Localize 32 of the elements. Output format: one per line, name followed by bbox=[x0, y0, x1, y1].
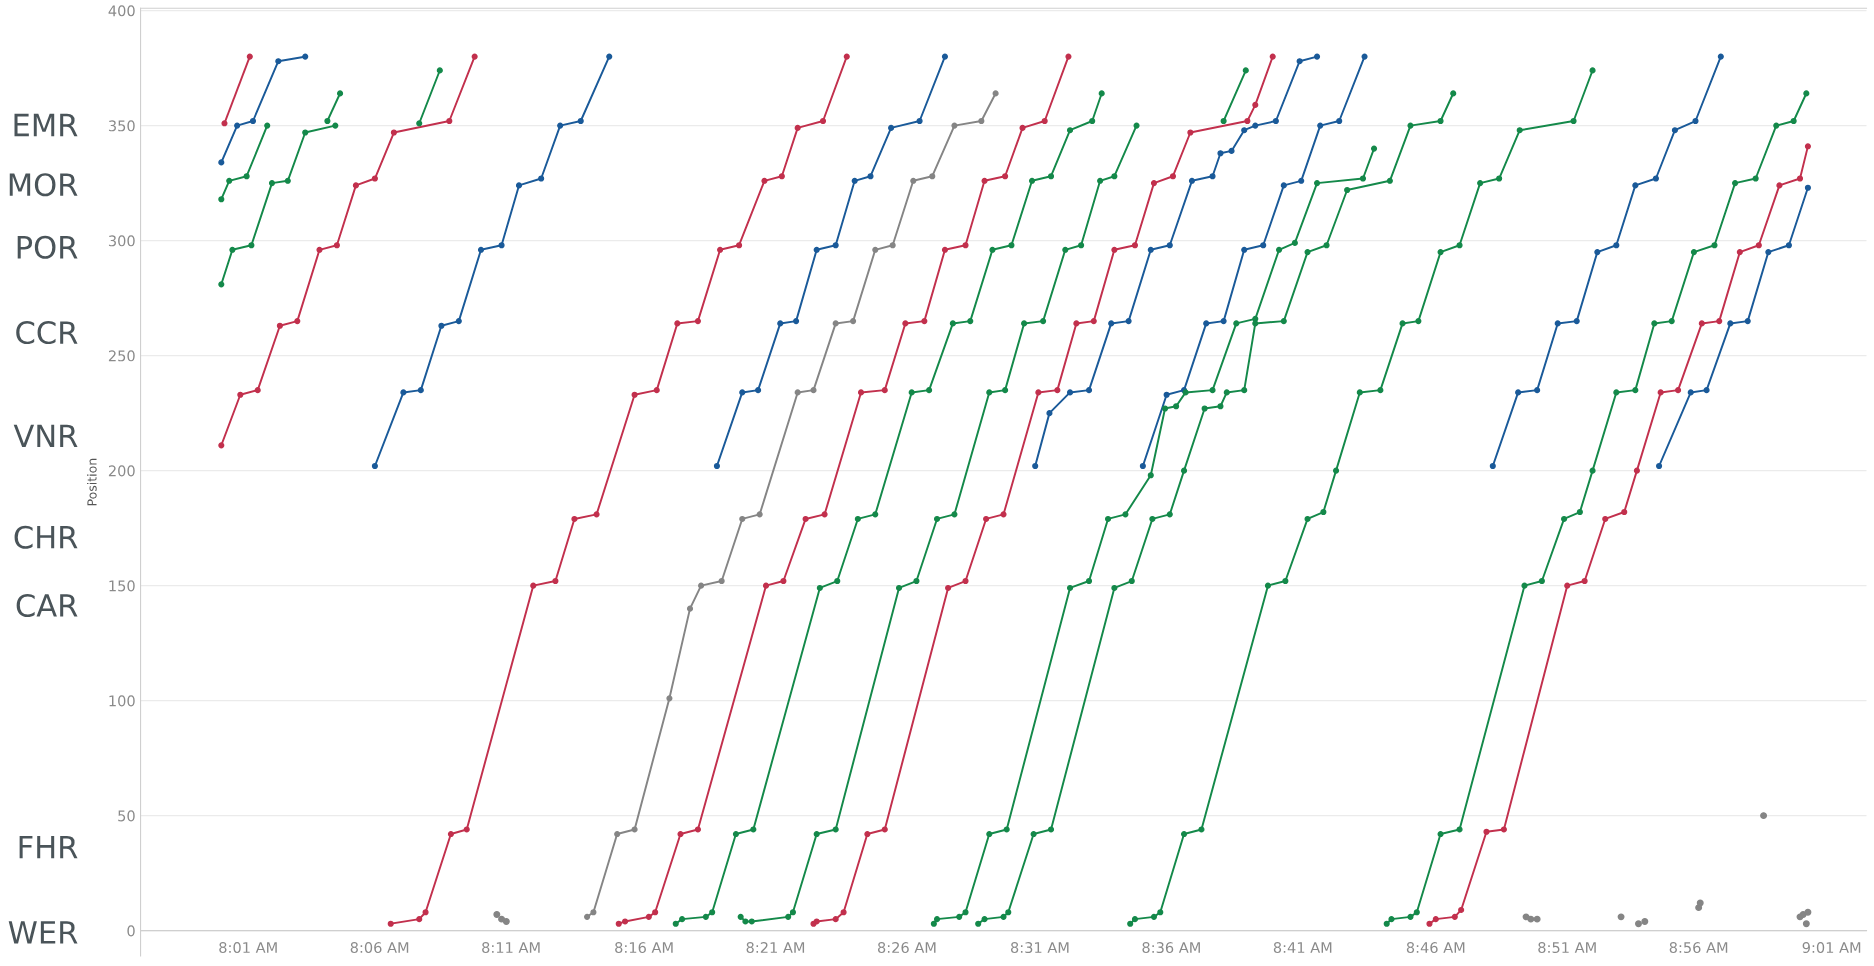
x-tick-label: 8:06 AM bbox=[350, 942, 409, 954]
text: EMR bbox=[14, 113, 78, 137]
y-tick-label: 400 bbox=[108, 5, 135, 17]
x-tick-label: 8:26 AM bbox=[877, 942, 936, 954]
x-tick-label: 8:31 AM bbox=[1010, 942, 1069, 954]
text: WER bbox=[8, 921, 78, 944]
x-tick-label: 8:11 AM bbox=[482, 942, 540, 954]
x-tick-label: 8:36 AM bbox=[1142, 942, 1200, 954]
x-tick-label: 8:21 AM bbox=[746, 942, 805, 954]
text: VNR bbox=[13, 424, 78, 447]
text: MOR bbox=[9, 173, 78, 197]
text: CHR bbox=[14, 525, 78, 549]
y-tick-label: 200 bbox=[108, 465, 135, 477]
text: FHR bbox=[19, 835, 78, 859]
x-tick-label: 8:16 AM bbox=[615, 942, 673, 954]
x-tick-label: 8:56 AM bbox=[1669, 942, 1728, 954]
y-tick-label: 250 bbox=[108, 350, 135, 362]
x-tick-label: 8:41 AM bbox=[1273, 942, 1332, 954]
text: CAR bbox=[16, 593, 78, 618]
text: POR bbox=[17, 235, 78, 259]
y-tick-label: 350 bbox=[108, 120, 135, 132]
x-tick-label: 8:01 AM bbox=[219, 942, 277, 954]
y-tick-label: 50 bbox=[118, 810, 135, 822]
x-tick-label: 8:51 AM bbox=[1538, 942, 1596, 954]
x-tick-label: 8:46 AM bbox=[1406, 942, 1465, 954]
text: CCR bbox=[16, 321, 78, 345]
y-tick-label: 100 bbox=[109, 695, 135, 707]
y-axis-title: Position bbox=[87, 458, 97, 506]
y-tick-label: 300 bbox=[108, 235, 135, 247]
x-tick-label: 9:01 AM bbox=[1802, 942, 1861, 954]
y-tick-label: 150 bbox=[109, 580, 135, 592]
y-tick-label: 0 bbox=[127, 925, 135, 937]
